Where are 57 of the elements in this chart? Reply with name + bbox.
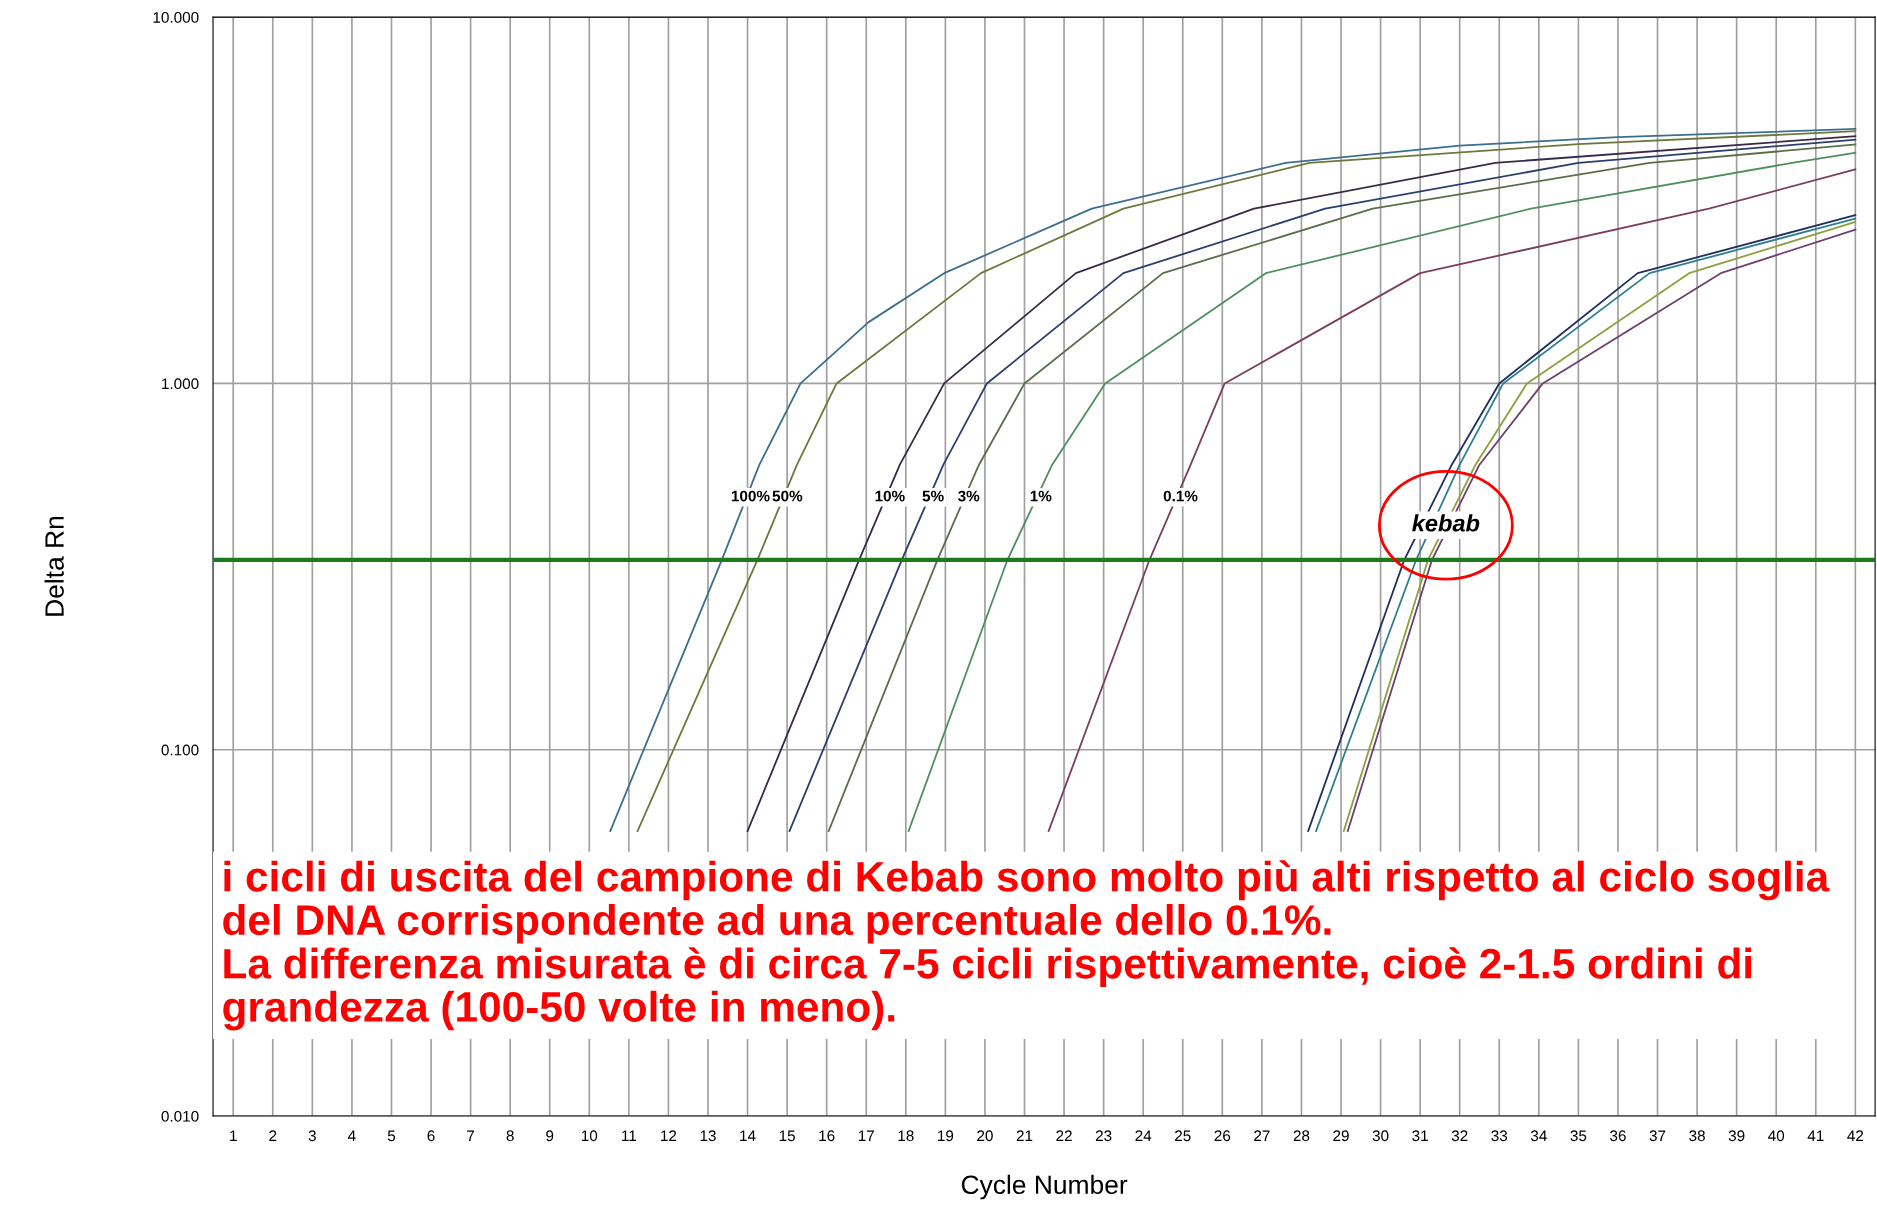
x-tick-label: 9 — [546, 1130, 554, 1142]
x-tick-label: 37 — [1649, 1130, 1666, 1142]
x-tick-label: 15 — [779, 1130, 795, 1142]
series-label: 10% — [875, 490, 905, 502]
series-label: 100% — [731, 490, 770, 502]
x-tick-label: 24 — [1135, 1130, 1152, 1142]
x-tick-label: 19 — [938, 1130, 954, 1142]
series-label: 5% — [922, 490, 944, 502]
y-tick-label: 0.100 — [161, 744, 199, 756]
x-tick-label: 31 — [1412, 1130, 1428, 1142]
annotation: i cicli di uscita del campione di Kebab sono molto più alti rispetto al ciclo soglia del DNA corrispondente ad una percentuale dello 0.1%. La differenza misurata è di circa 7-5 cicli rispettivamente, cioè 2-1.5 ordini di grandezza (100-50 volte in meno). — [223, 860, 1830, 1031]
x-axis-title: Cycle Number — [961, 1174, 1128, 1200]
x-tick-label: 35 — [1570, 1130, 1587, 1142]
x-tick-label: 13 — [700, 1130, 716, 1142]
x-tick-label: 34 — [1530, 1130, 1547, 1142]
y-tick-label: 0.010 — [161, 1110, 199, 1122]
x-tick-label: 27 — [1254, 1130, 1270, 1142]
x-tick-label: 28 — [1293, 1130, 1310, 1142]
x-tick-label: 20 — [977, 1130, 993, 1142]
x-tick-label: 41 — [1807, 1130, 1824, 1142]
x-tick-label: 16 — [819, 1130, 835, 1142]
x-tick-label: 7 — [467, 1130, 475, 1142]
x-tick-label: 6 — [427, 1130, 435, 1142]
x-tick-label: 12 — [661, 1130, 677, 1142]
x-tick-label: 3 — [308, 1130, 316, 1142]
x-tick-label: 42 — [1847, 1130, 1864, 1142]
y-tick-label: 1.000 — [162, 378, 199, 390]
x-tick-label: 39 — [1728, 1130, 1745, 1142]
x-tick-label: 11 — [622, 1130, 637, 1142]
x-tick-label: 30 — [1372, 1130, 1389, 1142]
series-label: 1% — [1030, 490, 1052, 502]
x-tick-label: 38 — [1689, 1130, 1705, 1142]
x-tick-label: 40 — [1768, 1130, 1785, 1142]
series-label: 0.1% — [1163, 490, 1198, 502]
x-tick-label: 33 — [1491, 1130, 1508, 1142]
x-tick-label: 18 — [898, 1130, 914, 1142]
y-axis-title: Delta Rn — [44, 516, 64, 616]
x-tick-label: 8 — [506, 1130, 514, 1142]
x-tick-label: 14 — [740, 1130, 756, 1142]
x-tick-label: 4 — [348, 1130, 356, 1142]
x-tick-label: 5 — [387, 1130, 396, 1142]
x-tick-label: 26 — [1214, 1130, 1231, 1142]
x-tick-label: 23 — [1095, 1130, 1112, 1142]
x-tick-label: 2 — [269, 1130, 277, 1142]
x-tick-label: 1 — [230, 1130, 237, 1142]
annotation: kebab — [1412, 514, 1480, 532]
x-tick-label: 22 — [1056, 1130, 1072, 1142]
series-label: 50% — [772, 490, 803, 502]
y-tick-label: 10.000 — [153, 11, 199, 23]
x-tick-label: 36 — [1610, 1130, 1626, 1142]
x-tick-label: 10 — [581, 1130, 598, 1142]
x-tick-label: 17 — [858, 1130, 874, 1142]
x-tick-label: 32 — [1451, 1130, 1468, 1142]
x-tick-label: 21 — [1016, 1130, 1033, 1142]
series-label: 3% — [958, 490, 980, 502]
x-tick-label: 25 — [1175, 1130, 1191, 1142]
x-tick-label: 29 — [1333, 1130, 1349, 1142]
